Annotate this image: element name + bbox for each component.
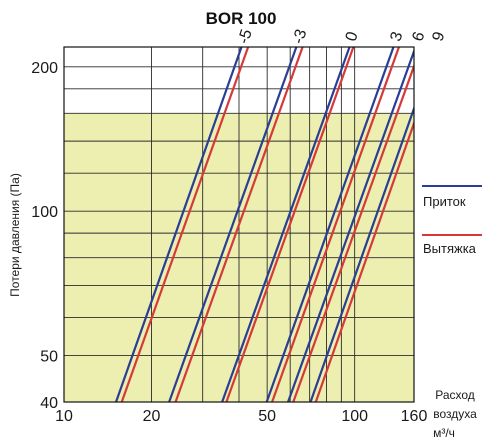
x-tick-label: 50 — [258, 408, 276, 425]
x-axis-label-line-3: м³/ч — [433, 426, 455, 440]
series-line-exhaust-3 — [271, 47, 400, 402]
x-axis-label-line-1: Расход — [435, 388, 475, 402]
series-lines — [114, 47, 414, 402]
series-line-supply-3 — [265, 47, 395, 402]
y-tick-label: 200 — [31, 60, 58, 77]
series-line-supply--5 — [114, 47, 243, 402]
curve-label: 0 — [343, 30, 362, 44]
y-tick-label: 100 — [31, 204, 58, 221]
legend-label-exhaust: Вытяжка — [423, 241, 477, 256]
x-tick-label: 160 — [401, 408, 428, 425]
x-tick-labels: 10 20 50 100 160 — [55, 408, 427, 425]
x-axis-label: Расход воздуха м³/ч — [433, 388, 477, 440]
chart-title: BOR 100 — [206, 9, 277, 28]
series-line-exhaust--3 — [174, 47, 304, 402]
plot-frame — [63, 46, 415, 403]
y-tick-label: 50 — [40, 349, 58, 366]
series-line-exhaust--5 — [120, 47, 250, 402]
x-tick-label: 100 — [341, 408, 368, 425]
legend: Приток Вытяжка — [422, 185, 482, 256]
curve-label: 9 — [430, 30, 449, 44]
x-tick-label: 10 — [55, 408, 73, 425]
grid-lines — [64, 47, 414, 402]
series-line-supply--3 — [168, 47, 298, 402]
x-axis-label-line-2: воздуха — [433, 407, 477, 421]
series-line-supply-9 — [309, 105, 414, 402]
curve-label: -3 — [290, 27, 311, 46]
legend-label-supply: Приток — [423, 194, 466, 209]
series-line-exhaust-0 — [225, 47, 355, 402]
y-axis-label: Потери давления (Па) — [8, 173, 22, 297]
series-line-supply-0 — [221, 47, 351, 402]
series-line-exhaust-6 — [292, 62, 414, 402]
curve-labels: -5 -3 0 3 6 9 — [235, 27, 448, 46]
y-tick-label: 40 — [40, 395, 58, 412]
series-line-supply-6 — [287, 48, 414, 402]
curve-label: -5 — [235, 27, 256, 46]
y-tick-labels: 40 50 100 200 — [31, 60, 58, 412]
x-tick-label: 20 — [143, 408, 161, 425]
curve-label: 3 — [387, 30, 406, 44]
curve-label: 6 — [409, 30, 428, 44]
series-line-exhaust-9 — [314, 120, 414, 402]
